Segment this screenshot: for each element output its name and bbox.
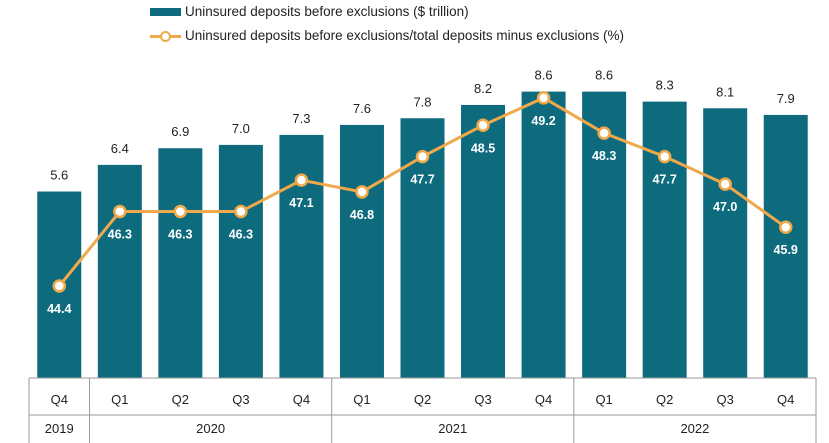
legend-line-swatch <box>150 30 181 42</box>
quarter-tick-label: Q4 <box>535 392 552 407</box>
ratio-point <box>597 126 611 140</box>
quarter-tick-label: Q4 <box>777 392 794 407</box>
ratio-point <box>294 173 309 187</box>
bar-value-label: 8.3 <box>656 78 674 93</box>
legend-bar-label: Uninsured deposits before exclusions ($ … <box>185 4 469 19</box>
legend-item-bars: Uninsured deposits before exclusions ($ … <box>150 4 469 19</box>
bar-value-label: 7.3 <box>292 111 310 126</box>
ratio-value-label: 46.8 <box>350 208 374 222</box>
ratio-point <box>536 91 551 105</box>
quarter-tick-label: Q3 <box>474 392 491 407</box>
bar <box>158 148 203 378</box>
ratio-point <box>415 149 430 164</box>
quarter-tick-label: Q4 <box>293 392 310 407</box>
year-group-label: 2020 <box>196 421 225 436</box>
bar-value-label: 5.6 <box>50 168 68 183</box>
bar-value-label: 8.6 <box>535 68 553 83</box>
bar-value-label: 8.1 <box>716 84 734 99</box>
ratio-value-label: 45.9 <box>774 243 798 257</box>
ratio-point <box>52 279 67 293</box>
bar-value-label: 8.2 <box>474 81 492 96</box>
ratio-value-label: 44.4 <box>47 302 71 316</box>
year-group-label: 2022 <box>680 421 709 436</box>
category-axis: Q4 Q1 Q2 Q3 Q4 Q1 Q2 Q3 Q4 Q1 Q2 Q3 Q4 2019 2020 2021 20… <box>28 377 817 443</box>
ratio-value-label: 48.5 <box>471 141 495 155</box>
legend-bar-swatch <box>150 7 181 16</box>
quarter-tick-label: Q3 <box>717 392 734 407</box>
ratio-value-label: 46.3 <box>168 228 192 242</box>
quarter-tick-label: Q4 <box>51 392 68 407</box>
ratio-value-label: 47.7 <box>652 173 676 187</box>
ratio-value-label: 49.2 <box>531 114 555 128</box>
ratio-value-label: 46.3 <box>229 228 253 242</box>
ratio-value-labels: 44.4 46.3 46.3 46.3 47.1 46.8 47.7 48.5 49.2 48.3… <box>47 114 798 316</box>
ratio-point <box>234 204 248 219</box>
year-group-label: 2021 <box>438 421 467 436</box>
ratio-point <box>113 204 127 219</box>
quarter-tick-label: Q1 <box>353 392 370 407</box>
legend-item-line: Uninsured deposits before exclusions/tot… <box>150 28 624 43</box>
year-group-label: 2019 <box>45 421 74 436</box>
bar <box>461 104 506 378</box>
bar-value-label: 6.9 <box>171 124 189 139</box>
ratio-value-label: 47.0 <box>713 200 737 214</box>
ratio-point <box>355 185 369 199</box>
ratio-point <box>718 177 732 191</box>
bars-layer <box>37 91 808 379</box>
ratio-line-layer <box>52 91 793 293</box>
quarter-tick-label: Q2 <box>414 392 431 407</box>
ratio-point <box>657 149 672 164</box>
quarter-tick-label: Q2 <box>656 392 673 407</box>
ratio-value-label: 47.1 <box>289 196 313 210</box>
ratio-value-label: 48.3 <box>592 149 616 163</box>
ratio-value-label: 46.3 <box>108 228 132 242</box>
bar <box>218 144 263 378</box>
bar <box>763 114 808 379</box>
ratio-point <box>173 204 188 219</box>
bar-value-label: 7.9 <box>777 91 795 106</box>
ratio-point <box>476 118 490 133</box>
bar <box>703 108 748 379</box>
bar <box>97 164 142 378</box>
ratio-point <box>778 220 793 234</box>
bar-value-label: 7.8 <box>413 94 431 109</box>
bar <box>339 124 384 378</box>
chart-legend: Uninsured deposits before exclusions ($ … <box>0 0 829 60</box>
bar-value-label: 7.0 <box>232 121 250 136</box>
quarter-tick-label: Q1 <box>111 392 128 407</box>
bar <box>279 134 324 378</box>
legend-line-label: Uninsured deposits before exclusions/tot… <box>185 28 624 43</box>
ratio-value-label: 47.7 <box>410 173 434 187</box>
quarter-tick-label: Q2 <box>172 392 189 407</box>
bar-value-label: 8.6 <box>595 68 613 83</box>
bar-value-label: 7.6 <box>353 101 371 116</box>
quarter-tick-label: Q1 <box>595 392 612 407</box>
bar-value-label: 6.4 <box>111 141 129 156</box>
bar-value-labels: 5.6 6.4 6.9 7.0 7.3 7.6 7.8 8.2 8.6 8.6 8.3 8.1 7.9 <box>50 68 795 183</box>
bar <box>642 101 687 379</box>
quarter-tick-label: Q3 <box>232 392 249 407</box>
bar <box>521 91 566 379</box>
